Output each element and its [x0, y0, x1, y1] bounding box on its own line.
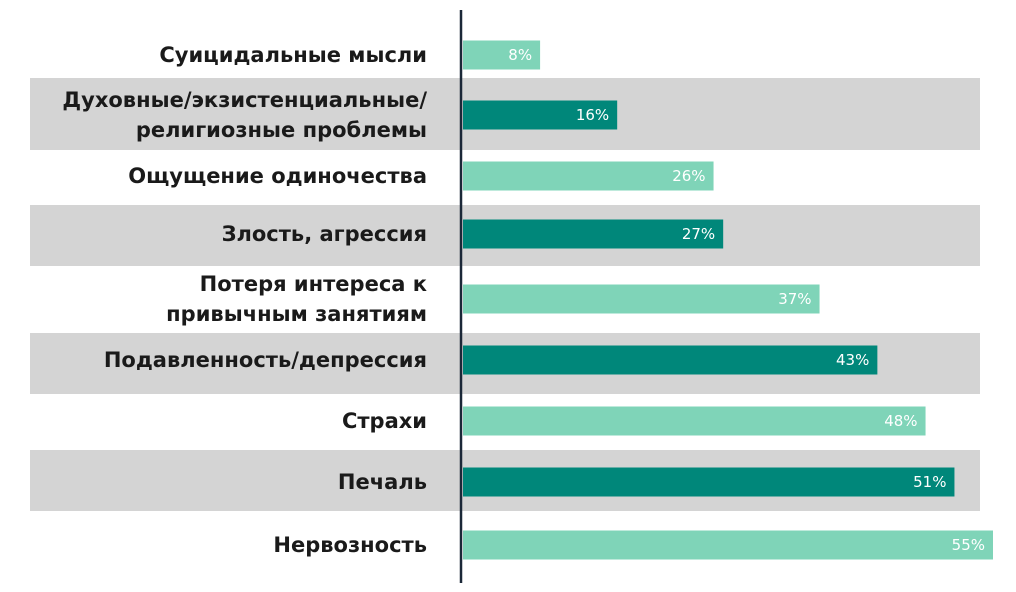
bar: [463, 100, 618, 130]
category-label-line: Подавленность/депрессия: [104, 348, 427, 372]
category-label: Суицидальные мысли: [159, 43, 427, 67]
category-label-line: привычным занятиям: [166, 302, 427, 326]
category-label: Духовные/экзистенциальные/религиозные пр…: [62, 88, 427, 142]
bar: [463, 406, 926, 436]
category-label-line: Ощущение одиночества: [128, 164, 427, 188]
category-label: Страхи: [342, 409, 427, 433]
category-label: Печаль: [338, 470, 427, 494]
category-label: Ощущение одиночества: [128, 164, 427, 188]
data-label: 55%: [952, 536, 985, 554]
bar: [463, 345, 878, 375]
value-labels-group: 8% 16% 26% 27% 37% 43% 48% 51% 55%: [508, 46, 985, 554]
bar: [463, 284, 820, 314]
category-label-line: религиозные проблемы: [136, 118, 427, 142]
data-label: 37%: [778, 290, 811, 308]
category-label: Злость, агрессия: [222, 222, 427, 246]
category-labels-group: Суицидальные мысли Духовные/экзистенциаль…: [62, 43, 427, 557]
category-label-line: Потеря интереса к: [200, 272, 427, 296]
data-label: 27%: [682, 225, 715, 243]
data-label: 51%: [913, 473, 946, 491]
category-label: Подавленность/депрессия: [104, 348, 427, 372]
category-label: Потеря интереса к привычным занятиям: [166, 272, 427, 326]
bars-group: [463, 40, 993, 560]
bar: [463, 530, 993, 560]
bar: [463, 467, 955, 497]
category-label-line: Суицидальные мысли: [159, 43, 427, 67]
bar: [463, 161, 714, 191]
bar: [463, 40, 541, 70]
data-label: 26%: [672, 167, 705, 185]
category-label-line: Злость, агрессия: [222, 222, 427, 246]
category-label: Нервозность: [273, 533, 427, 557]
data-label: 16%: [576, 106, 609, 124]
data-label: 8%: [508, 46, 532, 64]
category-label-line: Нервозность: [273, 533, 427, 557]
category-label-line: Страхи: [342, 409, 427, 433]
data-label: 48%: [884, 412, 917, 430]
category-label-line: Печаль: [338, 470, 427, 494]
bar: [463, 219, 724, 249]
category-label-line: Духовные/экзистенциальные/: [62, 88, 427, 112]
data-label: 43%: [836, 351, 869, 369]
